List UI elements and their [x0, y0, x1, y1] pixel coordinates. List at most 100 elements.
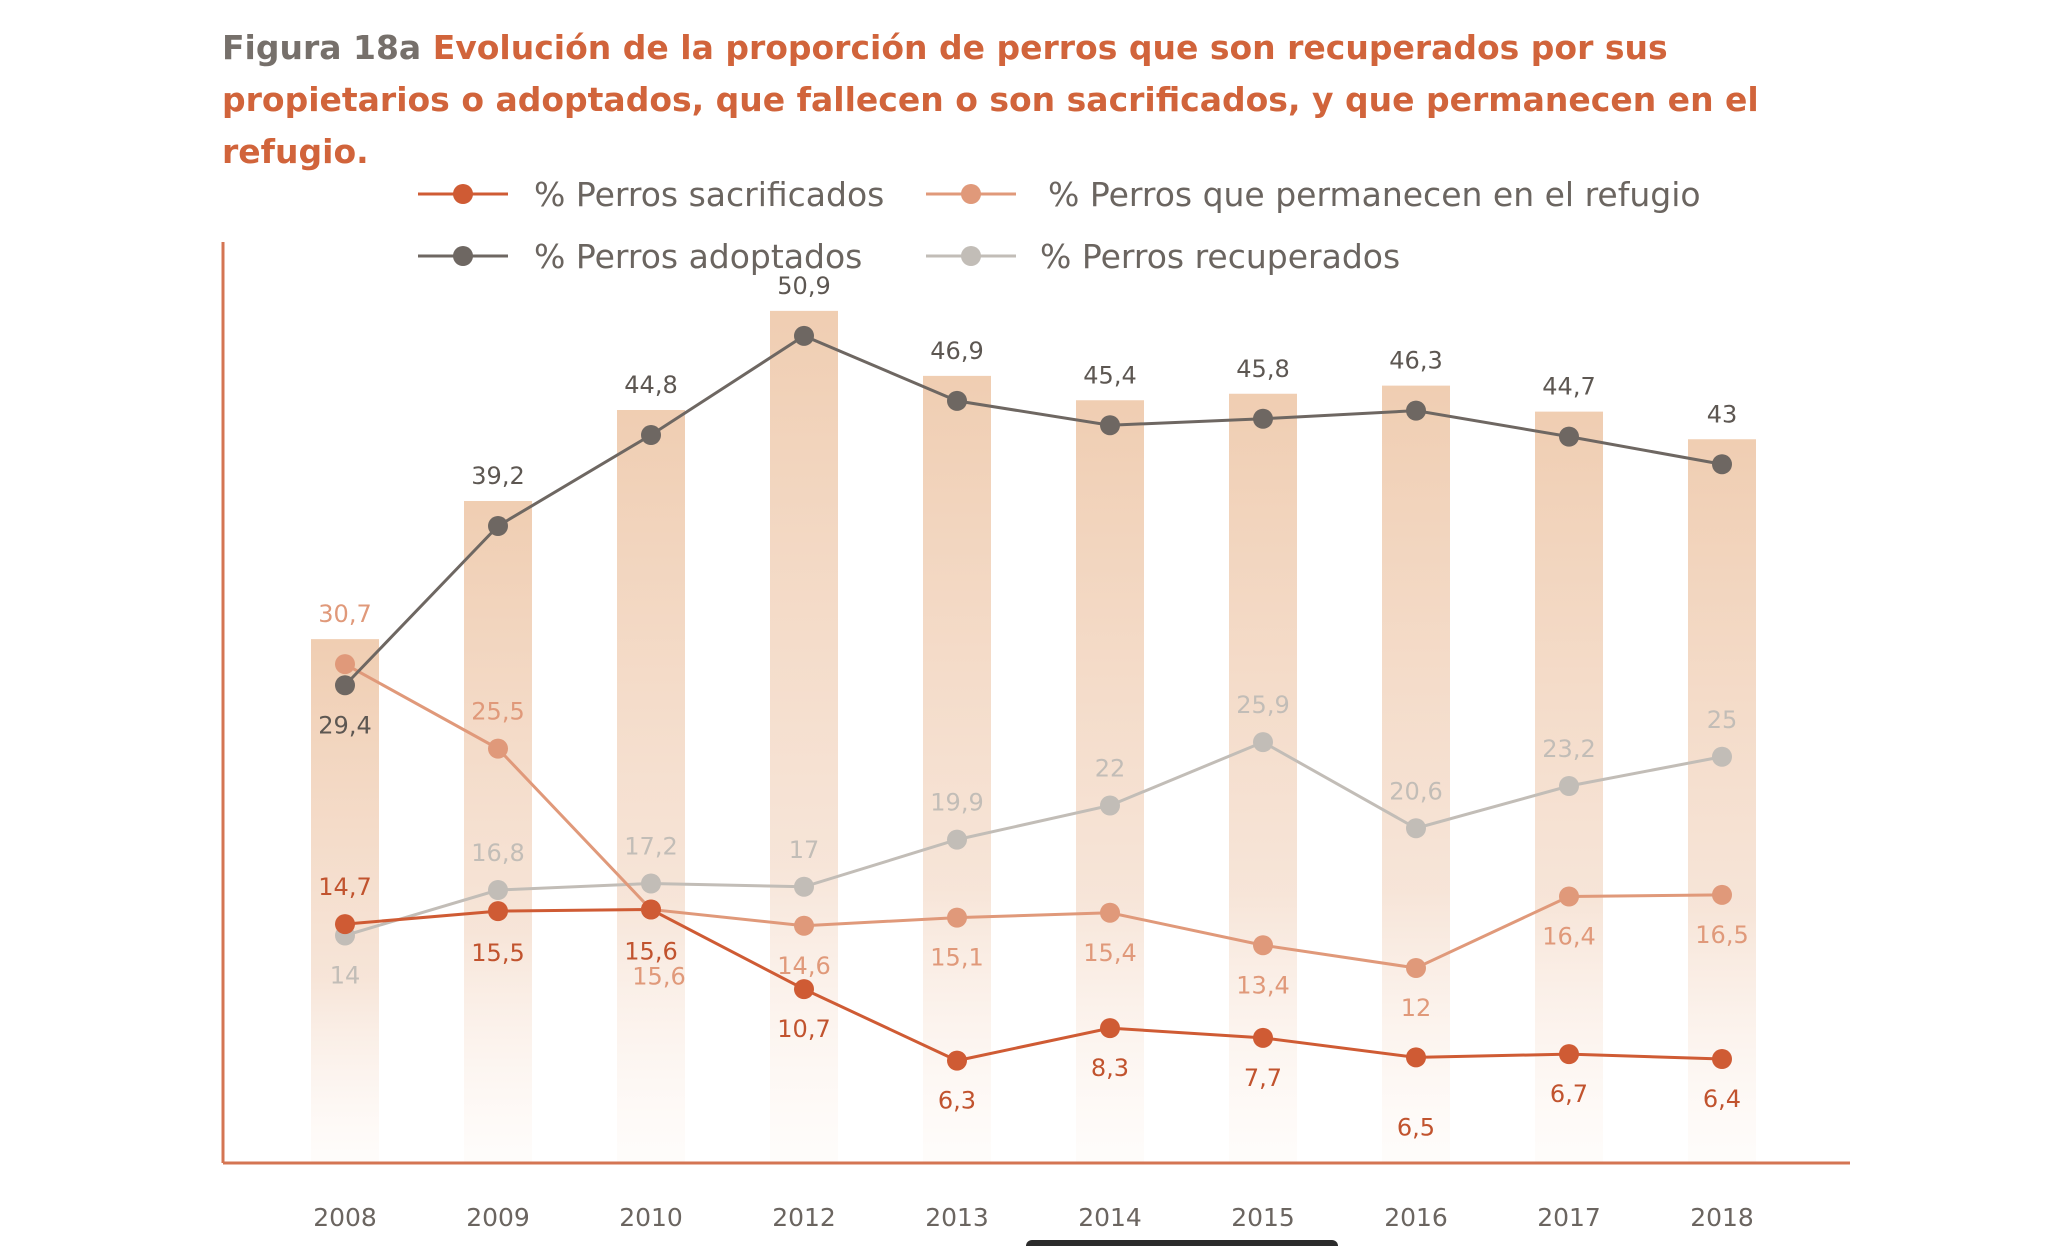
point-recuperados-2018	[1712, 746, 1732, 767]
x-tick-label: 2014	[1078, 1203, 1142, 1232]
bar-2010	[617, 410, 685, 1163]
data-label-sacrificados: 6,4	[1703, 1085, 1741, 1113]
series-line-recuperados	[344, 740, 1723, 937]
points-layer	[335, 325, 1732, 1071]
bars-layer	[311, 310, 1756, 1163]
point-sacrificados-2012	[794, 979, 814, 1000]
x-tick-label: 2018	[1690, 1203, 1754, 1232]
bar-2016	[1382, 385, 1450, 1163]
x-tick-label: 2015	[1231, 1203, 1295, 1232]
data-label-sacrificados: 7,7	[1244, 1064, 1282, 1092]
point-sacrificados-2017	[1559, 1044, 1579, 1065]
data-label-recuperados: 16,8	[471, 839, 524, 867]
data-label-adoptados: 45,8	[1236, 355, 1289, 383]
bar-2012	[770, 310, 838, 1163]
legend-label-sacrificados: % Perros sacrificados	[534, 175, 884, 214]
point-refugio-2014	[1100, 902, 1120, 923]
point-adoptados-2016	[1406, 400, 1426, 421]
data-label-refugio: 13,4	[1236, 971, 1289, 999]
legend-label-adoptados: % Perros adoptados	[534, 237, 862, 276]
point-sacrificados-2008	[335, 914, 355, 935]
point-recuperados-2015	[1253, 732, 1273, 753]
data-label-recuperados: 25	[1707, 706, 1738, 734]
lines-layer	[343, 334, 1723, 1063]
data-label-recuperados: 25,9	[1236, 691, 1289, 719]
bar-2009	[464, 501, 532, 1163]
data-label-refugio: 14,6	[777, 952, 830, 980]
point-refugio-2017	[1559, 886, 1579, 907]
data-label-adoptados: 43	[1707, 400, 1738, 428]
data-label-recuperados: 20,6	[1389, 777, 1442, 805]
point-refugio-2013	[947, 907, 967, 928]
data-label-sacrificados: 8,3	[1091, 1054, 1129, 1082]
x-tick-label: 2013	[925, 1203, 989, 1232]
point-recuperados-2016	[1406, 818, 1426, 839]
point-adoptados-2010	[641, 425, 661, 445]
figure-title: Figura 18a Evolución de la proporción de…	[222, 22, 1842, 178]
data-label-sacrificados: 10,7	[777, 1015, 830, 1043]
data-label-refugio: 15,1	[930, 944, 983, 972]
scroll-indicator[interactable]	[1026, 1240, 1338, 1246]
data-label-adoptados: 46,3	[1389, 347, 1442, 375]
legend-marker-recuperados	[961, 246, 981, 266]
point-adoptados-2017	[1559, 426, 1579, 447]
data-label-recuperados: 19,9	[930, 789, 983, 817]
bar-2008	[311, 639, 379, 1163]
data-label-recuperados: 22	[1095, 755, 1126, 783]
data-label-refugio: 16,5	[1695, 921, 1748, 949]
data-label-adoptados: 39,2	[471, 462, 524, 490]
data-label-sacrificados: 6,3	[938, 1087, 976, 1115]
data-label-refugio: 12	[1401, 994, 1432, 1022]
data-label-sacrificados: 6,7	[1550, 1080, 1588, 1108]
bar-2013	[923, 375, 991, 1163]
x-tick-label: 2016	[1384, 1203, 1448, 1232]
series-line-refugio	[344, 662, 1723, 970]
data-label-refugio: 16,4	[1542, 923, 1595, 951]
axes-layer	[221, 242, 1850, 1165]
point-adoptados-2015	[1253, 408, 1273, 429]
point-sacrificados-2013	[947, 1050, 967, 1071]
legend-marker-adoptados	[453, 246, 473, 266]
point-recuperados-2012	[794, 876, 814, 897]
legend-marker-refugio	[961, 184, 981, 204]
legend-label-refugio: % Perros que permanecen en el refugio	[1048, 175, 1701, 214]
data-label-recuperados: 23,2	[1542, 735, 1595, 763]
point-refugio-2008	[335, 654, 355, 675]
data-label-adoptados: 50,9	[777, 272, 830, 300]
point-refugio-2016	[1406, 958, 1426, 978]
point-recuperados-2017	[1559, 776, 1579, 796]
data-label-adoptados: 45,4	[1083, 361, 1136, 389]
point-recuperados-2013	[947, 829, 967, 850]
point-refugio-2009	[488, 738, 508, 759]
point-sacrificados-2009	[488, 901, 508, 922]
point-adoptados-2008	[335, 675, 355, 696]
bar-2018	[1688, 439, 1756, 1163]
point-recuperados-2010	[641, 873, 661, 894]
data-label-refugio: 25,5	[471, 698, 524, 726]
data-label-recuperados: 17,2	[624, 833, 677, 861]
labels-layer: 14 16,8 17,2 17 19,9 22 25,9 20,6 23,2 25 30,7 25,5…	[318, 272, 1748, 1142]
x-tick-label: 2009	[466, 1203, 530, 1232]
data-label-sacrificados: 15,6	[624, 938, 677, 966]
data-label-adoptados: 44,7	[1542, 373, 1595, 401]
point-recuperados-2009	[488, 880, 508, 900]
figure-label: Figura 18a	[222, 28, 422, 67]
point-refugio-2015	[1253, 935, 1273, 956]
data-label-refugio: 15,4	[1083, 939, 1136, 967]
figure-title-text: Evolución de la proporción de perros que…	[222, 28, 1759, 171]
data-label-sacrificados: 15,5	[471, 939, 524, 967]
legend-label-recuperados: % Perros recuperados	[1040, 237, 1400, 276]
point-recuperados-2014	[1100, 795, 1120, 816]
point-refugio-2018	[1712, 884, 1732, 905]
data-label-adoptados: 46,9	[930, 337, 983, 365]
x-tick-label: 2008	[313, 1203, 377, 1232]
data-label-sacrificados: 6,5	[1397, 1113, 1435, 1141]
legend-marker-sacrificados	[453, 184, 473, 204]
data-label-recuperados: 14	[330, 962, 361, 990]
data-label-adoptados: 44,8	[624, 371, 677, 399]
x-tick-label: 2012	[772, 1203, 836, 1232]
point-sacrificados-2014	[1100, 1018, 1120, 1039]
point-adoptados-2009	[488, 516, 508, 536]
x-tick-label: 2010	[619, 1203, 683, 1232]
point-adoptados-2013	[947, 390, 967, 411]
